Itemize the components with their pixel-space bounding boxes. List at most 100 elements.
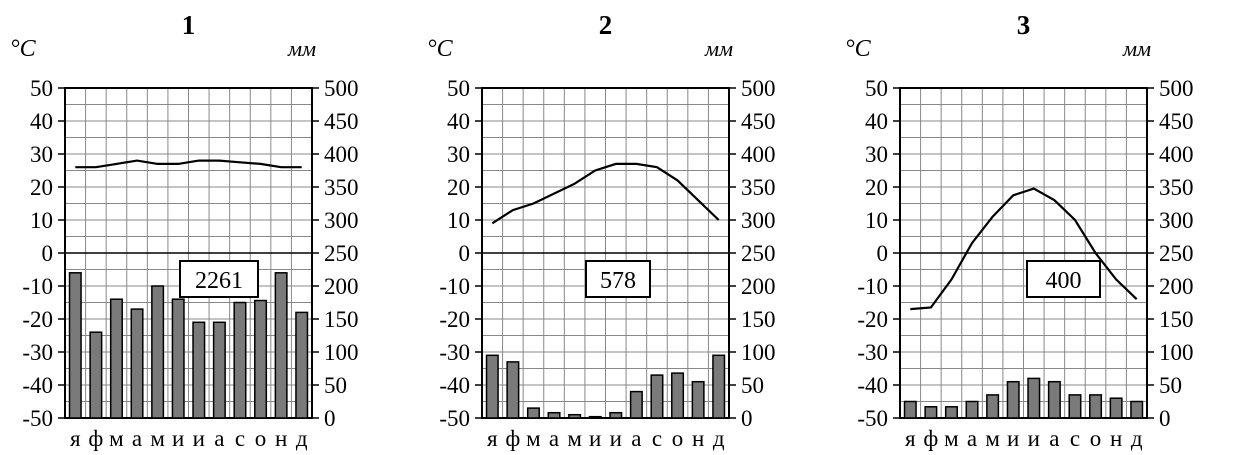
- month-label: м: [150, 426, 165, 451]
- precipitation-bar: [212, 321, 226, 419]
- month-label: м: [109, 426, 124, 451]
- precipitation-bar: [526, 407, 540, 419]
- precipitation-bar: [1089, 394, 1103, 419]
- y-tick-label: 20: [30, 175, 53, 200]
- y-tick-label: 10: [30, 208, 53, 233]
- precipitation-bar: [924, 406, 938, 419]
- chart-title: 1: [182, 10, 196, 40]
- y-tick-label: -20: [22, 307, 53, 332]
- y-tick-label: 20: [865, 175, 888, 200]
- y2-tick-label: 300: [324, 208, 359, 233]
- y-tick-label: 40: [865, 109, 888, 134]
- y2-tick-label: 50: [1159, 373, 1182, 398]
- month-label: о: [255, 426, 267, 451]
- precipitation-bar: [691, 380, 705, 419]
- y-axis-label: °C: [845, 36, 872, 62]
- precipitation-bar: [192, 321, 206, 419]
- precipitation-bar: [547, 411, 561, 419]
- y2-tick-label: 300: [741, 208, 776, 233]
- precipitation-bar: [671, 372, 685, 419]
- month-label: ф: [88, 426, 103, 451]
- y-tick-label: -50: [439, 406, 470, 431]
- y2-tick-label: 200: [741, 274, 776, 299]
- month-label: н: [275, 426, 287, 451]
- precipitation-bar: [650, 374, 664, 419]
- chart-title: 2: [599, 10, 613, 40]
- precipitation-bar: [1006, 380, 1020, 419]
- precipitation-bar: [151, 285, 165, 419]
- y-tick-label: -40: [439, 373, 470, 398]
- month-label: м: [567, 426, 582, 451]
- month-label: м: [944, 426, 959, 451]
- precipitation-bar: [171, 298, 185, 419]
- y-tick-label: 10: [447, 208, 470, 233]
- y2-tick-label: 450: [741, 109, 776, 134]
- month-label: я: [905, 426, 916, 451]
- y2-tick-label: 0: [324, 406, 336, 431]
- y2-tick-label: 150: [1159, 307, 1194, 332]
- y-tick-label: -10: [22, 274, 53, 299]
- precipitation-bar: [233, 301, 247, 419]
- y2-tick-label: 350: [741, 175, 776, 200]
- chart-panel-3: 3°C мм50403020100-10-20-30-40-50500450400…: [845, 10, 1194, 451]
- y2-tick-label: 150: [324, 307, 359, 332]
- precipitation-bar: [1027, 377, 1041, 419]
- y-tick-label: -10: [439, 274, 470, 299]
- annual-precipitation-box: [585, 260, 651, 298]
- month-label: и: [1007, 426, 1019, 451]
- month-label: я: [487, 426, 498, 451]
- y-tick-label: 0: [459, 241, 471, 266]
- month-label: м: [985, 426, 1000, 451]
- month-label: и: [589, 426, 601, 451]
- precipitation-bar: [89, 331, 103, 419]
- month-label: а: [1049, 426, 1059, 451]
- month-label: а: [967, 426, 977, 451]
- y2-axis-label: мм: [704, 36, 733, 61]
- y-tick-label: -50: [22, 406, 53, 431]
- precipitation-bar: [712, 354, 726, 419]
- y-axis-label: °C: [427, 36, 454, 62]
- annual-precipitation-box: [179, 260, 259, 298]
- annual-precipitation-box: [1026, 260, 1101, 298]
- y2-tick-label: 0: [741, 406, 753, 431]
- y2-tick-label: 350: [324, 175, 359, 200]
- month-label: с: [652, 426, 662, 451]
- y2-tick-label: 250: [1159, 241, 1194, 266]
- month-label: с: [1070, 426, 1080, 451]
- y2-tick-label: 450: [324, 109, 359, 134]
- y2-tick-label: 50: [324, 373, 347, 398]
- y2-axis-label: мм: [287, 36, 316, 61]
- precipitation-bar: [903, 400, 917, 419]
- y-tick-label: 50: [30, 76, 53, 101]
- y-tick-label: 0: [42, 241, 54, 266]
- precipitation-bar: [485, 354, 499, 419]
- month-label: н: [692, 426, 704, 451]
- y2-tick-label: 400: [324, 142, 359, 167]
- month-label: н: [1110, 426, 1122, 451]
- precipitation-bar: [965, 400, 979, 419]
- y2-tick-label: 200: [324, 274, 359, 299]
- month-label: и: [1028, 426, 1040, 451]
- y2-tick-label: 100: [1159, 340, 1194, 365]
- y-tick-label: -20: [857, 307, 888, 332]
- grid: [65, 88, 312, 418]
- month-label: д: [713, 426, 725, 451]
- y-tick-label: 50: [447, 76, 470, 101]
- y-tick-label: 0: [877, 241, 889, 266]
- y2-tick-label: 500: [324, 76, 359, 101]
- y2-axis-label: мм: [1122, 36, 1151, 61]
- y-tick-label: -50: [857, 406, 888, 431]
- month-label: м: [526, 426, 541, 451]
- month-label: о: [1090, 426, 1102, 451]
- annual-precipitation-value: 400: [1046, 268, 1082, 294]
- y-tick-label: -40: [22, 373, 53, 398]
- month-label: ф: [505, 426, 520, 451]
- y-tick-label: 50: [865, 76, 888, 101]
- month-label: а: [631, 426, 641, 451]
- y-tick-label: -20: [439, 307, 470, 332]
- y2-tick-label: 50: [741, 373, 764, 398]
- y-tick-label: -40: [857, 373, 888, 398]
- y2-tick-label: 0: [1159, 406, 1171, 431]
- month-label: о: [672, 426, 684, 451]
